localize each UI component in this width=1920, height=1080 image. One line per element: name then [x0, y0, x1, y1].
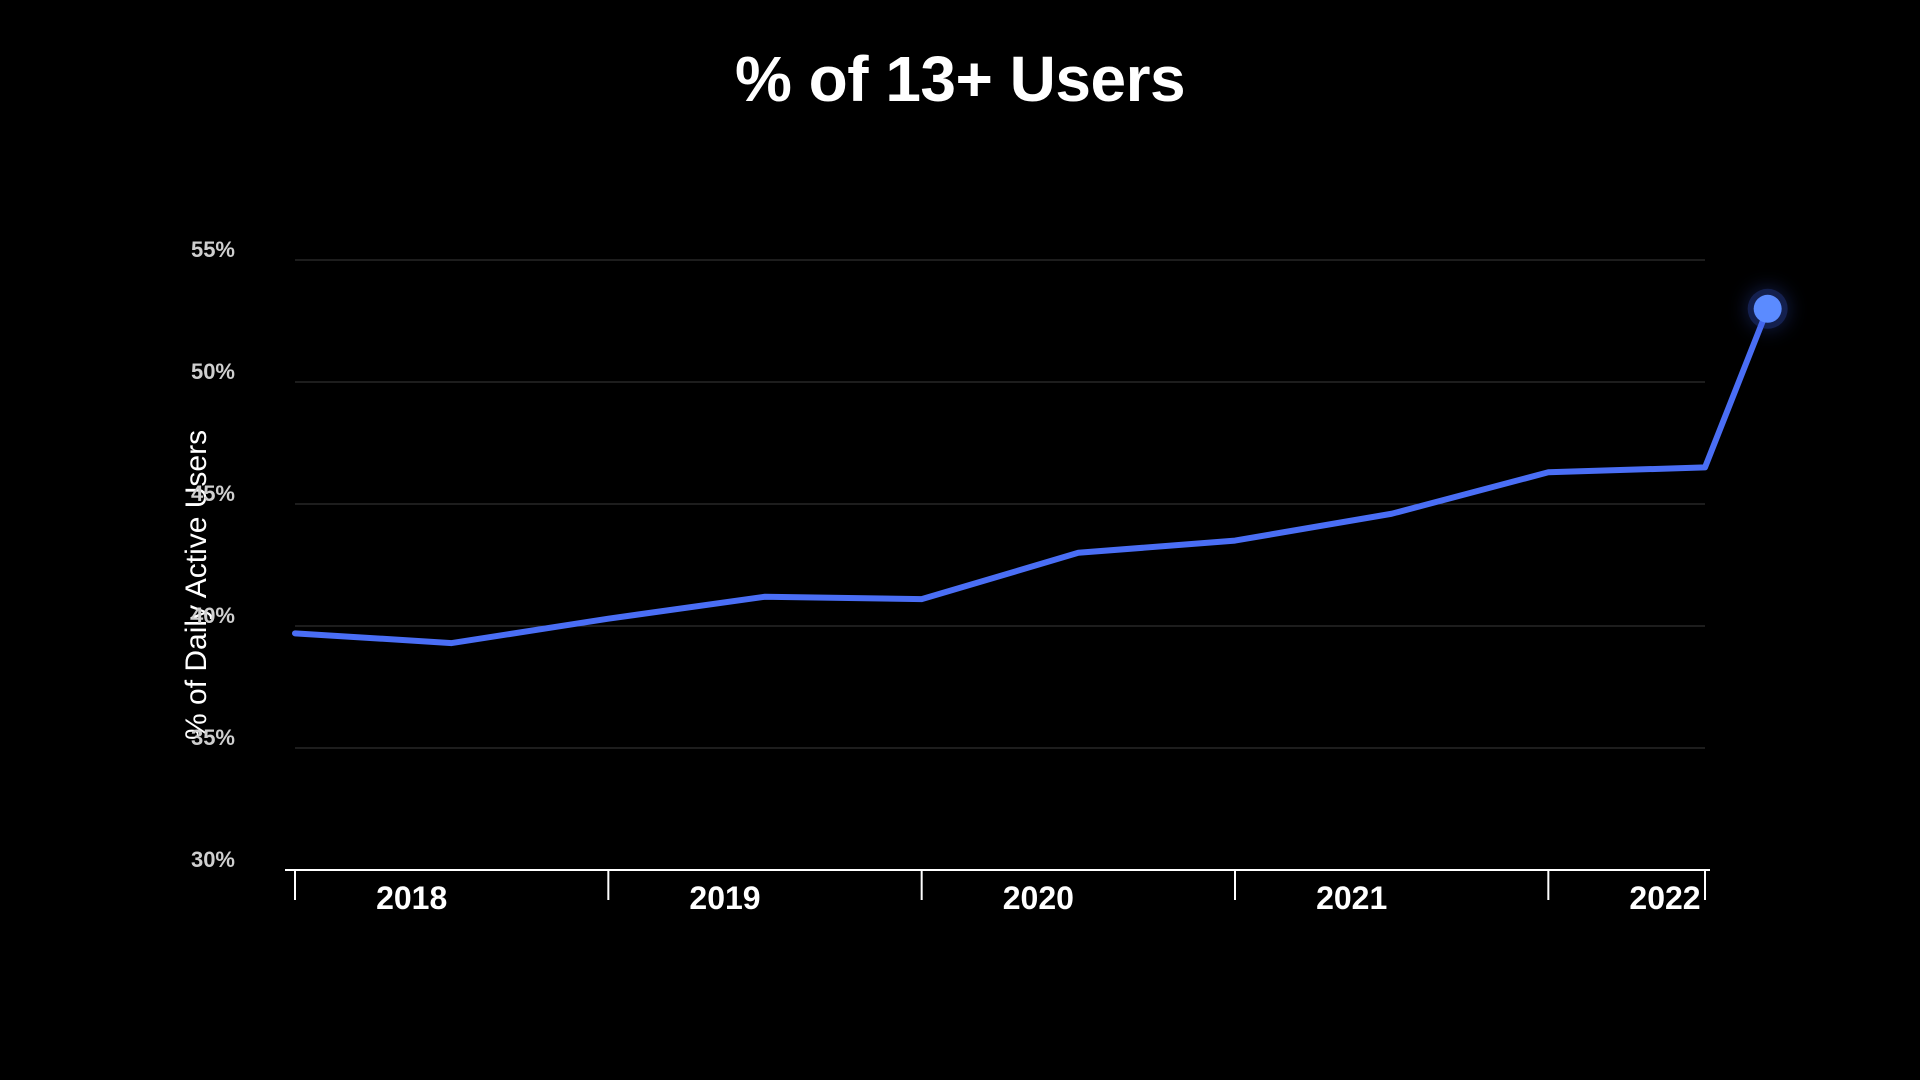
ytick-label: 35% — [191, 725, 235, 751]
xtick-label: 2020 — [1003, 880, 1074, 917]
xtick-label: 2018 — [376, 880, 447, 917]
plot-area: 30%35%40%45%50%55%20182019202020212022 — [255, 250, 1665, 860]
xtick-label: 2021 — [1316, 880, 1387, 917]
chart-svg — [255, 250, 1745, 940]
chart-title: % of 13+ Users — [0, 42, 1920, 116]
ytick-label: 55% — [191, 237, 235, 263]
ytick-label: 30% — [191, 847, 235, 873]
y-axis-label: % of Daily Active Users — [180, 430, 214, 740]
ytick-label: 40% — [191, 603, 235, 629]
xtick-label: 2022 — [1629, 880, 1700, 917]
chart-stage: % of 13+ Users % of Daily Active Users 3… — [0, 0, 1920, 1080]
ytick-label: 50% — [191, 359, 235, 385]
ytick-label: 45% — [191, 481, 235, 507]
xtick-label: 2019 — [689, 880, 760, 917]
